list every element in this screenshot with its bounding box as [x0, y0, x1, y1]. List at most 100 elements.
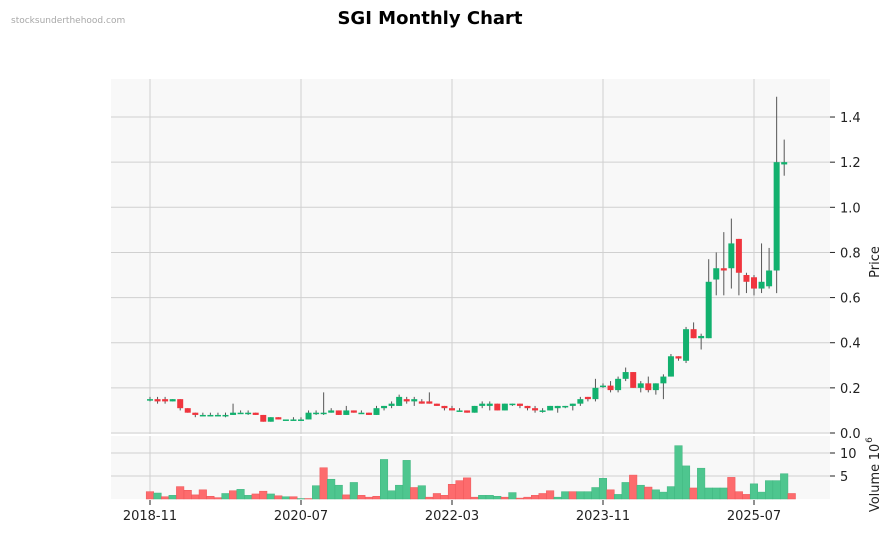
price-tick-label: 0.4: [840, 337, 861, 352]
volume-bar: [213, 497, 222, 500]
candle-body: [403, 399, 410, 402]
volume-bar: [161, 496, 170, 500]
volume-bar: [206, 495, 215, 500]
volume-bar: [561, 491, 570, 500]
candle-body: [313, 412, 320, 415]
volume-bar: [455, 480, 464, 500]
candle-body: [252, 412, 259, 415]
volume-bar: [145, 491, 154, 500]
volume-bar: [780, 473, 789, 500]
volume-bar: [621, 482, 630, 500]
volume-bar: [304, 498, 313, 500]
volume-bar: [168, 495, 177, 500]
volume-bars: [145, 445, 796, 500]
candle-body: [260, 414, 267, 422]
candle-body: [592, 387, 599, 400]
volume-bar: [712, 487, 721, 500]
candle-body: [426, 401, 433, 404]
candle-body: [743, 275, 750, 282]
candle-body: [199, 414, 206, 417]
volume-scale-exponent: 6: [865, 437, 875, 443]
candle-body: [766, 270, 773, 287]
candle-body: [177, 399, 184, 409]
price-axis-label: Price: [868, 246, 883, 278]
candle-body: [781, 162, 788, 165]
volume-bar: [327, 478, 336, 500]
candle-body: [237, 412, 244, 415]
volume-bar: [485, 495, 494, 500]
volume-bar: [538, 493, 547, 500]
candle-body: [471, 405, 478, 413]
volume-bar: [787, 493, 796, 500]
volume-bar: [704, 487, 713, 500]
x-tick-label: 2025-07: [727, 509, 781, 524]
candle-body: [758, 281, 765, 289]
candle-body: [705, 281, 712, 339]
volume-bar: [342, 494, 351, 500]
volume-bar: [274, 495, 283, 500]
volume-bar: [719, 487, 728, 500]
volume-bar: [259, 490, 268, 500]
candle-body: [728, 243, 735, 269]
volume-bar: [281, 496, 290, 500]
volume-bar: [183, 490, 192, 500]
chart-title: SGI Monthly Chart: [337, 8, 523, 29]
candle-body: [539, 410, 546, 412]
candle-body: [660, 376, 667, 384]
volume-bar: [508, 492, 517, 500]
candle-body: [516, 403, 523, 406]
candle-body: [735, 238, 742, 273]
watermark: stocksunderthehood.com: [11, 16, 126, 26]
volume-bar: [734, 491, 743, 500]
candle-body: [343, 410, 350, 415]
volume-tick-label: 10: [840, 447, 857, 462]
volume-bar: [251, 493, 260, 500]
price-panel: [111, 79, 830, 434]
candle-body: [600, 385, 606, 388]
price-tick-label: 0.2: [840, 382, 861, 397]
candle-body: [162, 399, 169, 402]
volume-bar: [636, 484, 645, 500]
candle-body: [698, 335, 705, 339]
candle-body: [381, 405, 388, 409]
volume-bar: [221, 493, 230, 500]
volume-bar: [531, 495, 540, 500]
candle-body: [192, 412, 199, 415]
volume-bar: [682, 465, 691, 500]
volume-bar: [689, 487, 698, 500]
candle-body: [622, 372, 629, 379]
candle-body: [554, 405, 561, 409]
volume-bar: [440, 495, 449, 500]
volume-bar: [319, 467, 328, 500]
candle-body: [207, 414, 214, 417]
volume-bar: [478, 495, 487, 500]
candle-body: [751, 277, 757, 289]
candle-body: [667, 356, 674, 377]
candle-body: [683, 329, 690, 361]
candles: [147, 96, 788, 422]
volume-bar: [229, 490, 238, 500]
candle-body: [147, 399, 153, 401]
volume-bar: [523, 496, 532, 500]
volume-scale-base: 10: [868, 444, 883, 461]
candle-body: [675, 356, 682, 359]
candle-body: [449, 408, 455, 411]
volume-bar: [364, 496, 373, 500]
volume-bar: [697, 467, 706, 500]
volume-bar: [606, 489, 615, 500]
price-tick-label: 0.6: [840, 292, 861, 307]
volume-bar: [176, 486, 185, 500]
candle-body: [154, 399, 161, 402]
candle-body: [373, 408, 380, 415]
candle-body: [645, 383, 652, 391]
volume-bar: [666, 486, 675, 500]
candle-body: [433, 403, 440, 406]
x-tick-label: 2018-11: [123, 509, 177, 524]
candle-body: [532, 408, 539, 411]
volume-bar: [191, 494, 200, 500]
volume-bar: [614, 494, 623, 500]
volume-bar: [470, 496, 479, 500]
candle-body: [418, 401, 425, 404]
candle-body: [547, 405, 554, 411]
candle-body: [298, 419, 304, 421]
